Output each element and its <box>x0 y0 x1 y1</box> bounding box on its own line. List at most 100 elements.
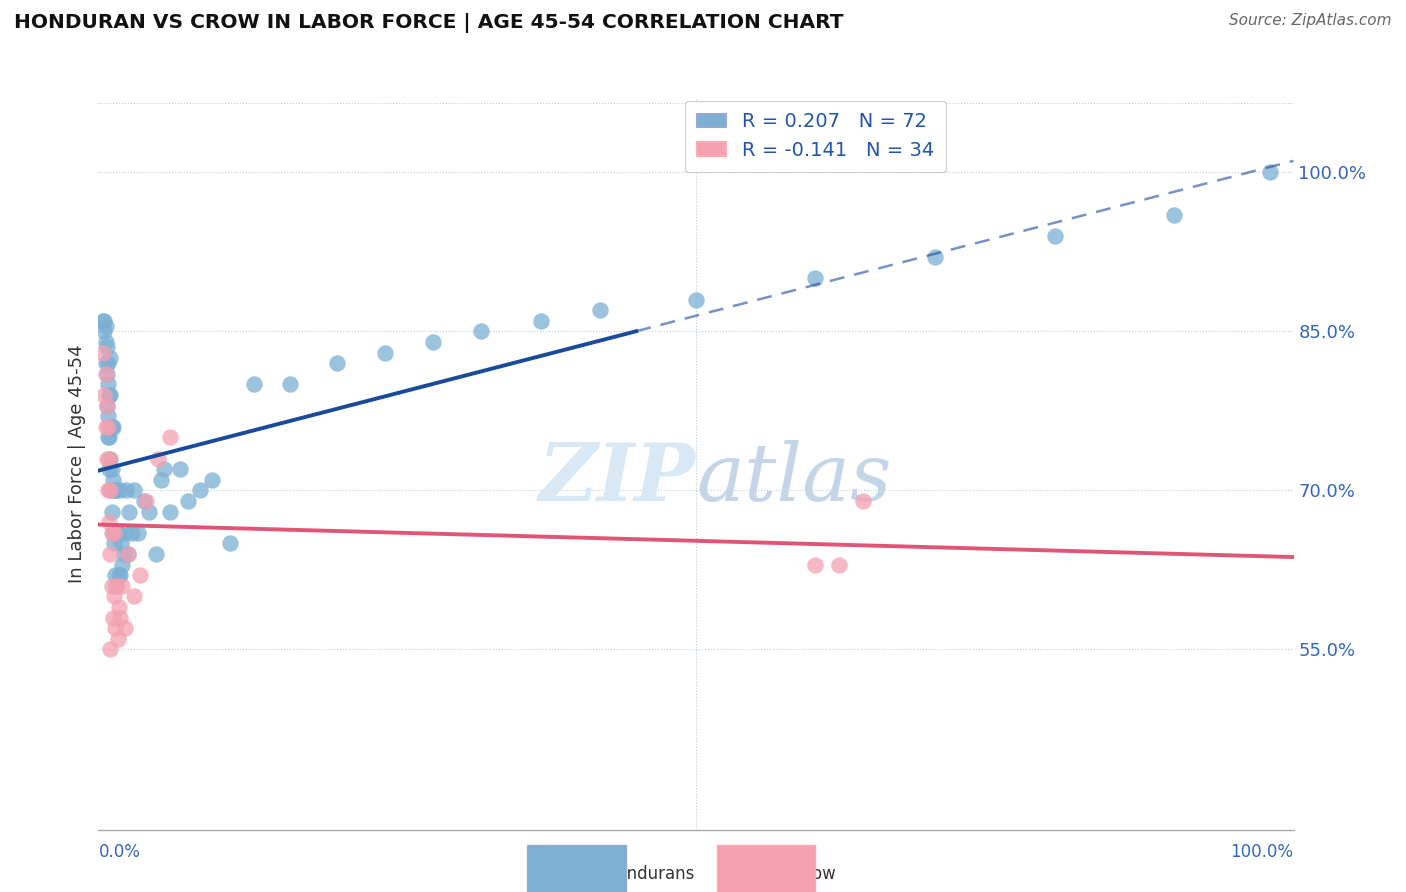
Point <box>98 388 122 402</box>
Point <box>107 568 129 582</box>
Point <box>145 547 167 561</box>
Point <box>104 483 127 498</box>
Point <box>100 525 122 540</box>
Point <box>114 525 136 540</box>
Point <box>153 462 176 476</box>
Point <box>100 579 122 593</box>
Point <box>108 610 131 624</box>
Point <box>98 642 122 657</box>
Point <box>103 525 125 540</box>
Point <box>98 515 121 529</box>
Point <box>96 367 118 381</box>
Point <box>97 430 120 444</box>
Point <box>100 462 122 476</box>
Point <box>243 377 266 392</box>
Point <box>127 525 149 540</box>
Point <box>135 494 157 508</box>
Point <box>97 356 120 370</box>
Point <box>94 419 117 434</box>
Y-axis label: In Labor Force | Age 45-54: In Labor Force | Age 45-54 <box>67 344 86 583</box>
Point <box>159 430 181 444</box>
Text: Crow: Crow <box>794 865 837 883</box>
Point <box>104 568 127 582</box>
Point <box>97 419 120 434</box>
Point <box>96 399 118 413</box>
Point <box>685 293 707 307</box>
Point <box>112 547 135 561</box>
Point <box>278 377 301 392</box>
Point <box>159 504 181 518</box>
Point <box>101 525 124 540</box>
Point <box>98 462 121 476</box>
Point <box>100 419 122 434</box>
Point <box>96 399 118 413</box>
Point <box>108 483 131 498</box>
Point <box>93 388 115 402</box>
Text: Source: ZipAtlas.com: Source: ZipAtlas.com <box>1229 13 1392 29</box>
Point <box>94 334 117 349</box>
Point <box>804 271 827 285</box>
Point <box>98 451 121 466</box>
Point <box>111 558 134 572</box>
Text: ZIP: ZIP <box>538 440 696 517</box>
Point <box>101 473 124 487</box>
Point <box>117 547 139 561</box>
Point <box>804 558 827 572</box>
Point <box>105 579 128 593</box>
Point <box>107 599 129 614</box>
Point <box>94 319 117 334</box>
Point <box>1043 228 1066 243</box>
Point <box>103 483 125 498</box>
Point <box>98 419 122 434</box>
Point <box>94 356 117 370</box>
Text: Hondurans: Hondurans <box>605 865 695 883</box>
Point <box>326 356 349 370</box>
Point <box>149 473 172 487</box>
Point <box>98 351 122 365</box>
Point <box>111 579 134 593</box>
Point <box>219 536 242 550</box>
Point <box>98 388 121 402</box>
Point <box>91 314 114 328</box>
Point <box>114 621 136 635</box>
Point <box>97 483 120 498</box>
Legend: R = 0.207   N = 72, R = -0.141   N = 34: R = 0.207 N = 72, R = -0.141 N = 34 <box>685 101 946 171</box>
Point <box>103 536 125 550</box>
Point <box>374 345 396 359</box>
Point <box>121 525 143 540</box>
Point <box>589 303 612 318</box>
Text: HONDURAN VS CROW IN LABOR FORCE | AGE 45-54 CORRELATION CHART: HONDURAN VS CROW IN LABOR FORCE | AGE 45… <box>14 13 844 33</box>
Point <box>94 367 117 381</box>
Point <box>470 324 492 338</box>
Point <box>98 430 121 444</box>
Point <box>852 494 875 508</box>
Point <box>924 250 946 264</box>
Point <box>105 483 128 498</box>
Text: atlas: atlas <box>696 440 891 517</box>
Point <box>93 314 115 328</box>
Point <box>1258 165 1281 179</box>
Point <box>148 451 170 466</box>
Point <box>117 547 139 561</box>
Point <box>98 547 122 561</box>
Point <box>828 558 851 572</box>
Point <box>104 621 127 635</box>
Point <box>529 314 551 328</box>
Point <box>129 568 152 582</box>
Point <box>138 504 160 518</box>
Point <box>100 504 122 518</box>
Point <box>98 483 122 498</box>
Point <box>91 345 114 359</box>
Point <box>115 483 138 498</box>
Point <box>124 483 146 498</box>
Point <box>422 334 444 349</box>
Text: 100.0%: 100.0% <box>1230 843 1294 861</box>
Point <box>96 451 118 466</box>
Point <box>93 324 115 338</box>
Point <box>132 494 155 508</box>
Point <box>188 483 211 498</box>
Point <box>107 632 129 646</box>
Point <box>101 419 124 434</box>
Point <box>169 462 191 476</box>
Point <box>98 483 122 498</box>
